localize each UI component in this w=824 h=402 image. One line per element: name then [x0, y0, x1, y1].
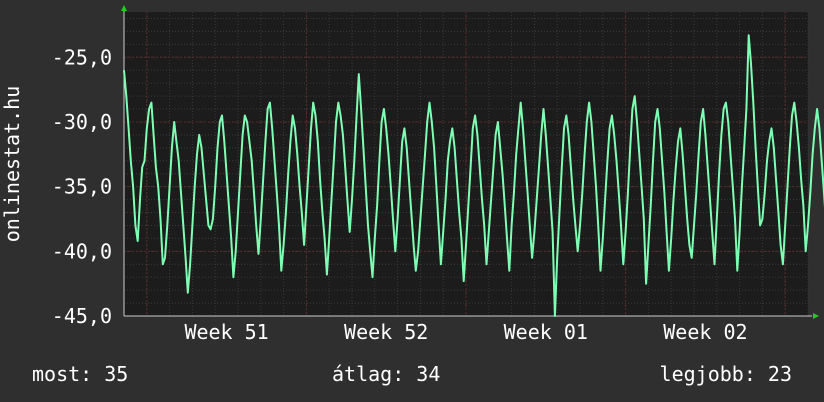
y-tick-label: -30,0 — [52, 110, 112, 134]
x-tick-label: Week 51 — [184, 320, 268, 344]
y-tick-label: -25,0 — [52, 45, 112, 69]
y-tick-labels: -25,0 -30,0 -35,0 -40,0 -45,0 — [52, 45, 112, 328]
best-stat: legjobb: 23 — [660, 362, 792, 386]
best-label: legjobb: — [659, 362, 756, 386]
best-value: 23 — [767, 362, 792, 386]
y-axis-arrow-icon — [121, 5, 127, 11]
x-tick-label: Week 02 — [663, 320, 747, 344]
average-stat: átlag: 34 — [332, 362, 440, 386]
x-tick-label: Week 52 — [344, 320, 428, 344]
x-tick-label: Week 01 — [504, 320, 588, 344]
x-tick-labels: Week 51 Week 52 Week 01 Week 02 — [184, 320, 747, 344]
current-value: 35 — [104, 362, 129, 386]
watermark: onlinestat.hu — [0, 86, 24, 243]
current-label: most: — [32, 362, 93, 386]
average-label: átlag: — [332, 362, 405, 386]
current-stat: most: 35 — [32, 362, 128, 386]
average-value: 34 — [416, 362, 441, 386]
axes — [121, 5, 819, 319]
y-tick-label: -45,0 — [52, 304, 112, 328]
series-line — [123, 34, 824, 317]
y-tick-label: -35,0 — [52, 175, 112, 199]
x-axis-arrow-icon — [813, 313, 819, 319]
y-tick-label: -40,0 — [52, 239, 112, 263]
